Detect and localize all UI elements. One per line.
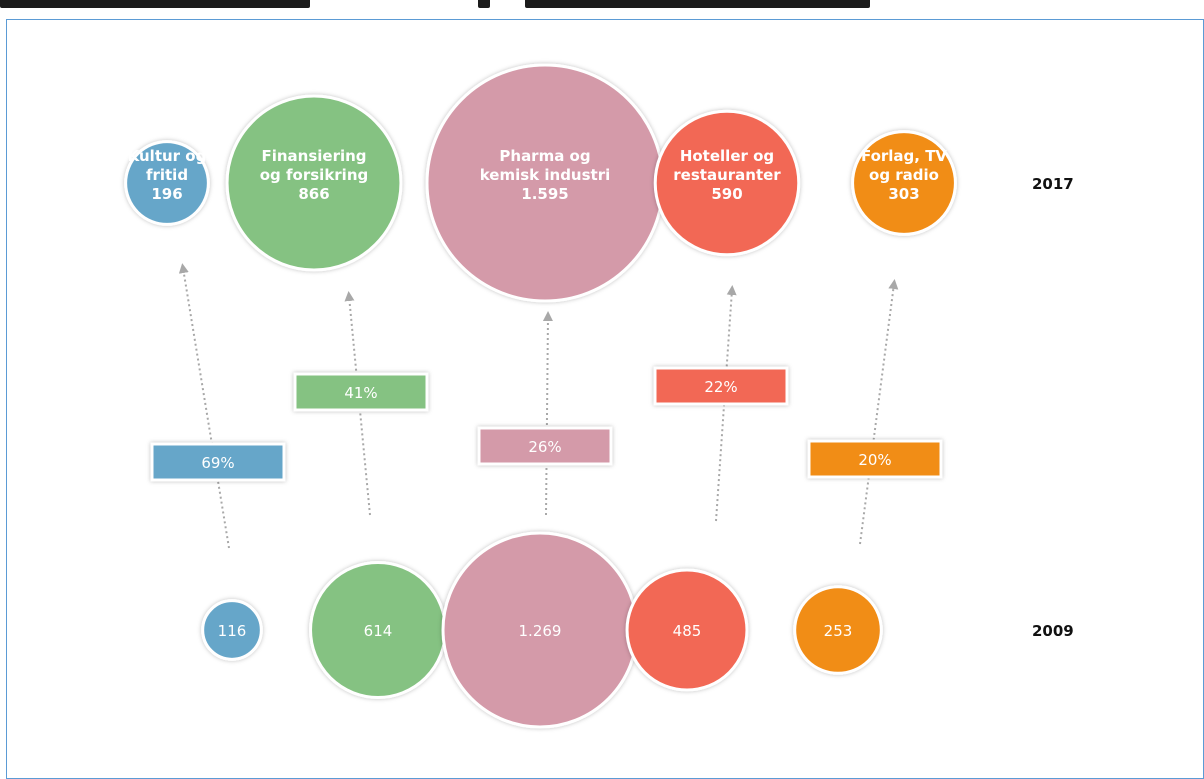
category-label-kultur-og-fritid: fritid (146, 166, 188, 184)
value-label-2009-hoteller-og-restauranter: 485 (673, 622, 702, 640)
growth-arrow-forlag-tv-og-radio (859, 279, 899, 545)
category-label-forlag-tv-og-radio: Forlag, TV (861, 147, 947, 165)
growth-label-finansiering-og-forsikring: 41% (344, 384, 377, 402)
category-label-hoteller-og-restauranter: Hoteller og (680, 147, 774, 165)
value-label-2009-forlag-tv-og-radio: 253 (824, 622, 853, 640)
bubble-2017-kultur-og-fritid (124, 140, 210, 226)
growth-arrow-pharma-og-kemisk-industri (542, 311, 553, 516)
growth-label-forlag-tv-og-radio: 20% (858, 451, 891, 469)
cropped-heading-fragment (0, 0, 310, 8)
growth-arrow-kultur-og-fritid (178, 263, 230, 549)
value-label-2009-pharma-og-kemisk-industri: 1.269 (519, 622, 562, 640)
category-label-finansiering-og-forsikring: og forsikring (260, 166, 369, 184)
value-label-2009-finansiering-og-forsikring: 614 (364, 622, 393, 640)
growth-box-finansiering-og-forsikring (293, 372, 429, 412)
value-label-2017-kultur-og-fritid: 196 (151, 185, 182, 203)
cropped-heading-fragment (478, 0, 490, 8)
category-label-kultur-og-fritid: Kultur og (128, 147, 207, 165)
bubble-2009-kultur-og-fritid (201, 599, 263, 661)
year-label-2009: 2009 (1032, 622, 1074, 640)
bubble-2017-forlag-tv-og-radio (851, 130, 957, 236)
year-label-2017: 2017 (1032, 175, 1074, 193)
growth-box-hoteller-og-restauranter (653, 366, 789, 406)
value-label-2009-kultur-og-fritid: 116 (218, 622, 247, 640)
bubble-2009-forlag-tv-og-radio (793, 585, 883, 675)
cropped-heading-strip (0, 0, 1204, 19)
growth-box-kultur-og-fritid (150, 442, 286, 482)
value-label-2017-forlag-tv-og-radio: 303 (888, 185, 919, 203)
value-label-2017-pharma-og-kemisk-industri: 1.595 (521, 185, 568, 203)
growth-box-pharma-og-kemisk-industri (477, 426, 613, 466)
value-label-2017-finansiering-og-forsikring: 866 (298, 185, 329, 203)
growth-label-kultur-og-fritid: 69% (201, 454, 234, 472)
growth-box-forlag-tv-og-radio (807, 439, 943, 479)
value-label-2017-hoteller-og-restauranter: 590 (711, 185, 742, 203)
bubble-2017-finansiering-og-forsikring (225, 94, 403, 272)
category-label-finansiering-og-forsikring: Finansiering (261, 147, 366, 165)
growth-label-pharma-og-kemisk-industri: 26% (528, 438, 561, 456)
category-label-hoteller-og-restauranter: restauranter (673, 166, 781, 184)
category-label-pharma-og-kemisk-industri: kemisk industri (480, 166, 611, 184)
bubble-2009-hoteller-og-restauranter (625, 568, 749, 692)
category-label-forlag-tv-og-radio: og radio (869, 166, 939, 184)
growth-label-hoteller-og-restauranter: 22% (704, 378, 737, 396)
cropped-heading-fragment (525, 0, 870, 8)
category-label-pharma-og-kemisk-industri: Pharma og (499, 147, 590, 165)
bubble-2017-hoteller-og-restauranter (653, 109, 801, 257)
